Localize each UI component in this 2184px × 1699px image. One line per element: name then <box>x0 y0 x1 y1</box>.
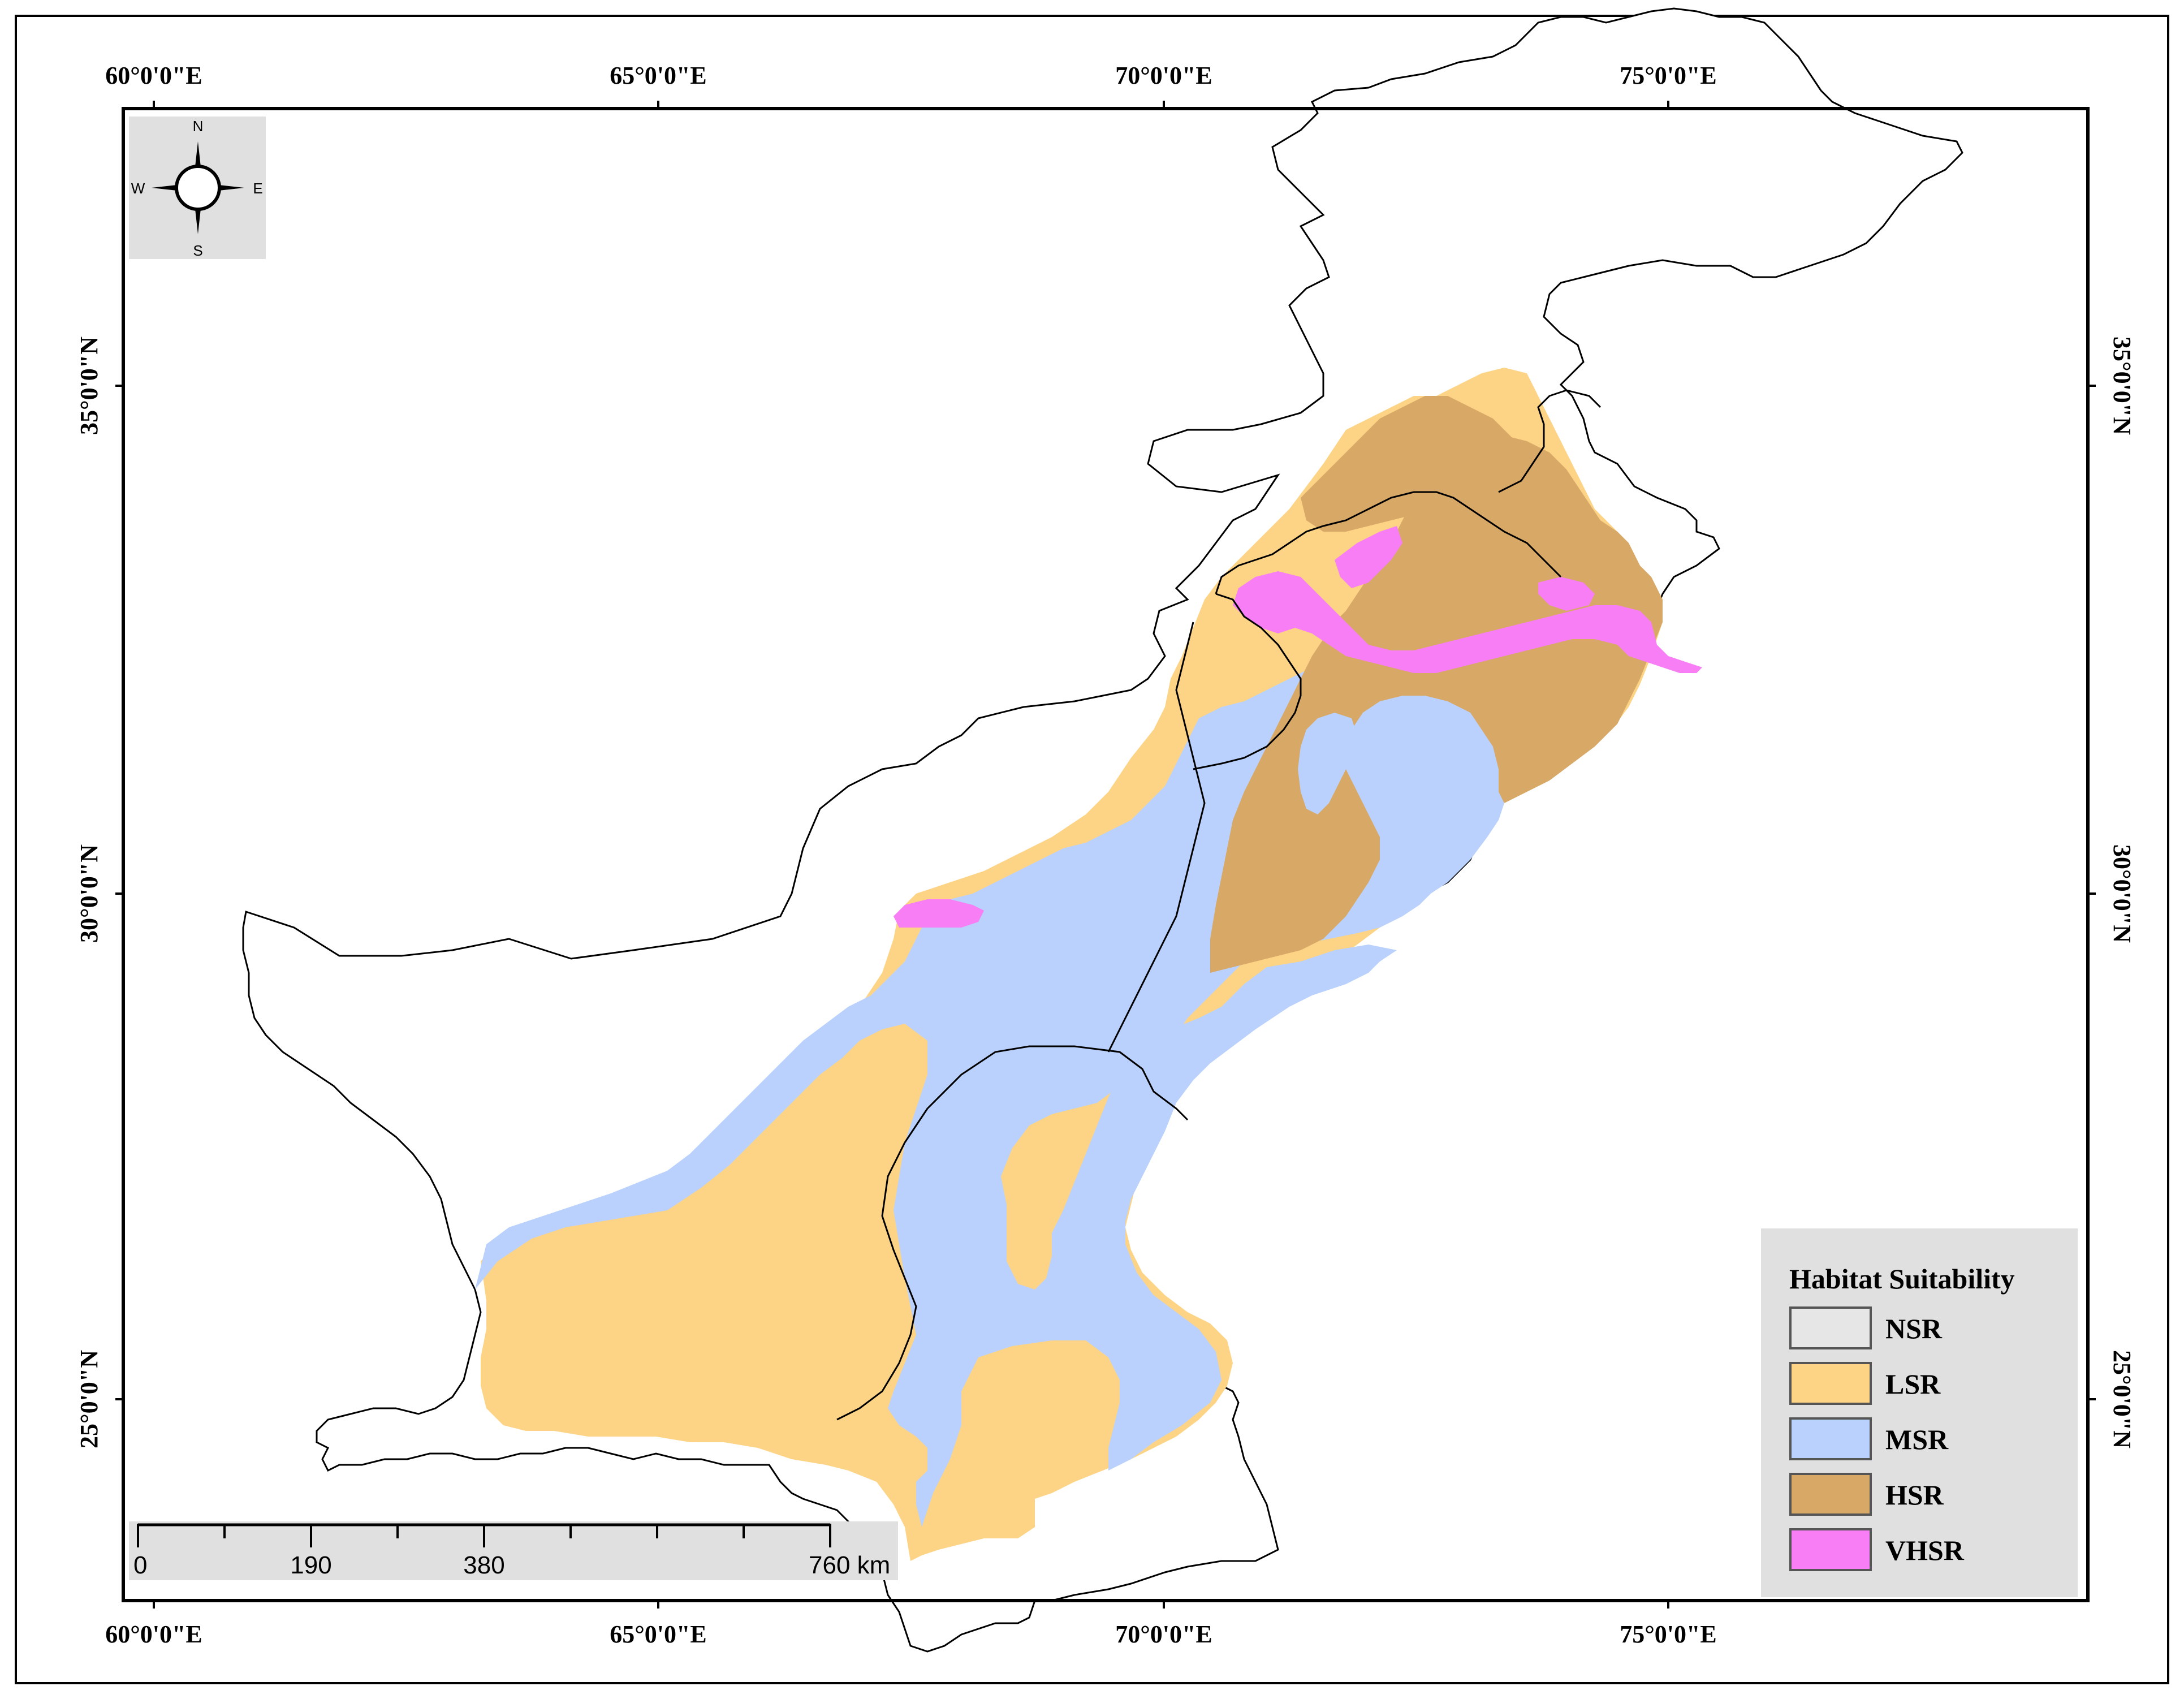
hsr-zone-north <box>1301 396 1538 532</box>
right-coordinate-labels: 35°0'0"N 30°0'0"N 25°0'0"N <box>2108 337 2136 1448</box>
right-label-30n: 30°0'0"N <box>2108 844 2136 943</box>
legend-swatch-msr <box>1789 1417 1872 1460</box>
vhsr-zone-west <box>894 899 984 928</box>
vhsr-zone-north <box>1233 571 1702 673</box>
top-label-65e: 65°0'0"E <box>610 62 707 89</box>
scale-label-380: 380 <box>463 1551 504 1579</box>
north-arrow: N S E W <box>129 117 266 259</box>
scale-label-190: 190 <box>290 1551 331 1579</box>
left-label-25n: 25°0'0"N <box>75 1350 103 1448</box>
graticule-ticks <box>115 101 2096 1609</box>
scale-label-0: 0 <box>133 1551 147 1579</box>
legend-label-msr: MSR <box>1885 1424 1949 1455</box>
legend-swatch-vhsr <box>1789 1528 1872 1571</box>
legend-swatch-lsr <box>1789 1362 1872 1405</box>
top-coordinate-labels: 60°0'0"E 65°0'0"E 70°0'0"E 75°0'0"E <box>105 62 1717 89</box>
msr-inner <box>1298 713 1357 814</box>
bottom-label-60e: 60°0'0"E <box>105 1620 202 1648</box>
left-label-30n: 30°0'0"N <box>75 844 103 943</box>
legend-label-nsr: NSR <box>1885 1313 1943 1344</box>
suitability-zones <box>475 368 1702 1561</box>
province-boundaries <box>836 389 1602 1421</box>
left-coordinate-labels: 35°0'0"N 30°0'0"N 25°0'0"N <box>75 337 103 1448</box>
bottom-label-75e: 75°0'0"E <box>1620 1620 1717 1648</box>
legend-swatch-nsr <box>1789 1306 1872 1349</box>
legend-swatch-hsr <box>1789 1473 1872 1516</box>
scale-bar: 0 190 380 760 km <box>129 1521 898 1580</box>
legend-title: Habitat Suitability <box>1789 1263 2015 1295</box>
left-label-35n: 35°0'0"N <box>75 337 103 435</box>
legend-label-lsr: LSR <box>1885 1368 1941 1400</box>
legend-label-vhsr: VHSR <box>1885 1534 1965 1566</box>
top-label-75e: 75°0'0"E <box>1620 62 1717 89</box>
compass-e: E <box>253 180 262 197</box>
bottom-coordinate-labels: 60°0'0"E 65°0'0"E 70°0'0"E 75°0'0"E <box>105 1620 1717 1648</box>
compass-s: S <box>193 242 202 259</box>
top-label-70e: 70°0'0"E <box>1115 62 1212 89</box>
legend-label-hsr: HSR <box>1885 1479 1944 1511</box>
bottom-label-70e: 70°0'0"E <box>1115 1620 1212 1648</box>
compass-n: N <box>193 118 204 135</box>
top-label-60e: 60°0'0"E <box>105 62 202 89</box>
compass-w: W <box>131 180 145 197</box>
hsr-zone <box>1210 435 1663 973</box>
right-label-25n: 25°0'0"N <box>2108 1350 2136 1448</box>
vhsr-zone-mid <box>1335 526 1402 588</box>
compass-icon <box>152 141 244 234</box>
legend: Habitat Suitability NSR LSR MSR HSR VHSR <box>1761 1228 2078 1597</box>
vhsr-zone-east <box>1538 577 1595 611</box>
bottom-label-65e: 65°0'0"E <box>610 1620 707 1648</box>
right-label-35n: 35°0'0"N <box>2108 337 2136 435</box>
scale-label-760: 760 km <box>809 1551 890 1579</box>
